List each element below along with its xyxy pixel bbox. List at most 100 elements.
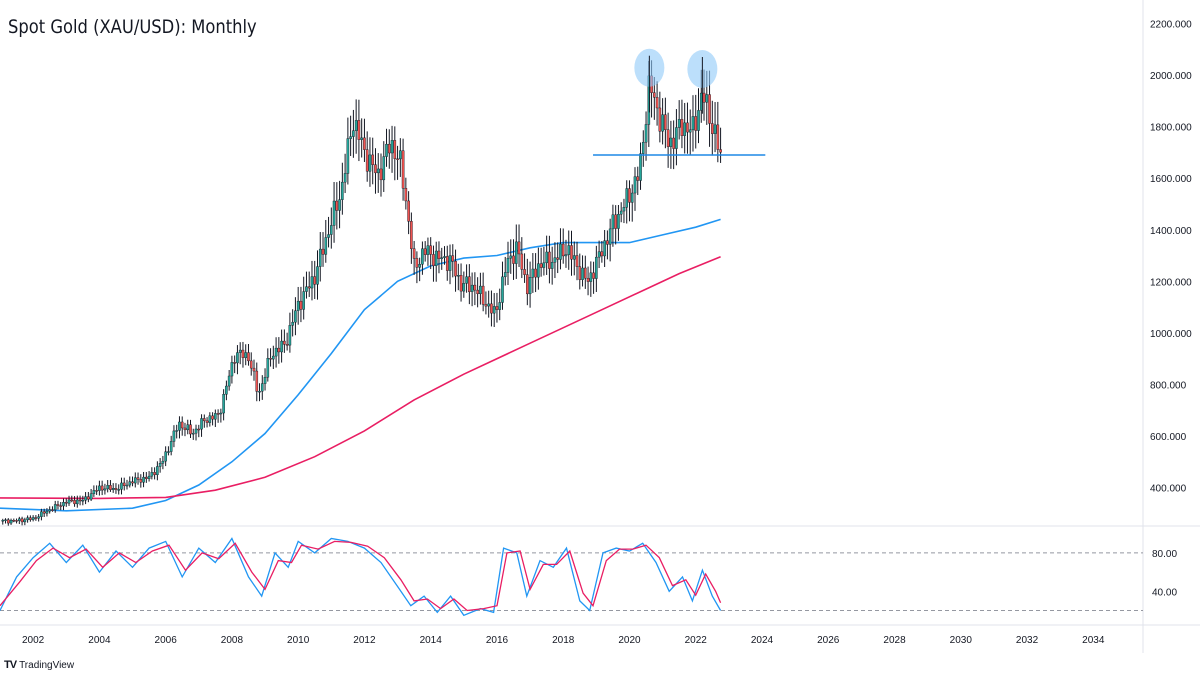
candle-body	[528, 277, 532, 295]
candle-body	[241, 349, 245, 358]
candle-body	[313, 276, 317, 285]
candle-body	[396, 158, 399, 160]
candle-body	[136, 477, 140, 480]
candle-body	[514, 241, 518, 264]
candle-body	[506, 257, 510, 273]
candle-body	[595, 256, 598, 279]
candle-body	[655, 97, 659, 109]
candle-body	[156, 466, 159, 475]
candle-body	[133, 477, 137, 484]
candle-body	[570, 245, 573, 260]
candle-body	[374, 164, 377, 174]
fast-moving-average-line	[0, 218, 721, 512]
candle-body	[98, 485, 101, 491]
candle-body	[244, 352, 248, 358]
candle-body	[227, 375, 231, 387]
candle-body	[531, 268, 535, 278]
candle-body	[117, 489, 121, 491]
candle-body	[272, 355, 275, 360]
time-tick-label: 2014	[420, 635, 443, 646]
candle-body	[299, 300, 303, 310]
price-axis[interactable]: 400.000 600.000 800.000 1000.000 1200.000 140…	[1150, 19, 1192, 598]
candle-body	[368, 154, 372, 172]
candle-body	[393, 140, 397, 159]
price-tick-label: 1000.000	[1150, 329, 1192, 340]
candle-body	[214, 413, 217, 420]
candle-body	[619, 210, 623, 215]
candle-body	[498, 302, 502, 310]
tradingview-brand[interactable]: TV TradingView	[4, 659, 74, 671]
candle-body	[495, 306, 499, 310]
candle-body	[247, 352, 250, 362]
candle-body	[23, 519, 27, 523]
candle-body	[537, 263, 540, 278]
candle-body	[335, 200, 339, 211]
candle-body	[205, 420, 209, 423]
candle-body	[492, 306, 496, 314]
candle-body	[89, 493, 93, 500]
candle-body	[81, 499, 85, 502]
time-tick-label: 2026	[817, 635, 840, 646]
candle-body	[550, 262, 554, 269]
candle-body	[189, 424, 192, 435]
candle-body	[142, 476, 145, 483]
candle-body	[600, 251, 604, 257]
candle-body	[100, 485, 104, 491]
price-tick-label: 1400.000	[1150, 226, 1192, 237]
candle-body	[40, 511, 43, 517]
time-tick-label: 2016	[486, 635, 509, 646]
candle-body	[548, 251, 551, 269]
candle-body	[683, 122, 686, 136]
candle-body	[385, 143, 388, 157]
stochastic-oscillator	[0, 537, 1143, 617]
candle-body	[169, 441, 173, 452]
candle-body	[503, 272, 507, 278]
time-axis[interactable]: 2002 2004 2006 2008 2010 2012 2014 2016 2018 2020…	[22, 635, 1105, 646]
candle-body	[31, 517, 35, 520]
time-tick-label: 2012	[353, 635, 376, 646]
candle-body	[534, 268, 537, 278]
candle-body	[553, 257, 557, 263]
candle-body	[321, 248, 325, 255]
candle-body	[106, 485, 109, 490]
candle-body	[501, 276, 504, 303]
candle-body	[302, 291, 305, 310]
candle-body	[666, 129, 670, 147]
candle-body	[4, 519, 7, 521]
candle-body	[423, 248, 427, 255]
candle-body	[125, 484, 129, 487]
candle-body	[675, 127, 678, 149]
price-tick-label: 1600.000	[1150, 174, 1192, 185]
candle-body	[274, 347, 278, 357]
price-tick-label: 2000.000	[1150, 71, 1192, 82]
candle-body	[401, 150, 405, 189]
candle-body	[360, 137, 363, 140]
candle-body	[180, 421, 184, 429]
candle-body	[87, 496, 90, 500]
candle-body	[484, 304, 488, 307]
candle-body	[18, 518, 21, 521]
time-tick-label: 2020	[618, 635, 641, 646]
candle-body	[509, 255, 513, 259]
pane-borders	[0, 0, 1200, 653]
price-tick-label: 800.000	[1150, 380, 1187, 391]
candle-body	[399, 150, 402, 160]
candle-body	[653, 92, 656, 98]
time-tick-label: 2028	[883, 635, 906, 646]
candle-body	[114, 488, 118, 490]
candle-body	[357, 120, 361, 140]
time-tick-label: 2022	[685, 635, 708, 646]
candle-body	[410, 221, 413, 249]
candle-body	[545, 251, 548, 264]
candle-body	[216, 413, 220, 415]
time-tick-label: 2010	[287, 635, 310, 646]
candle-body	[277, 347, 281, 353]
candle-body	[349, 136, 352, 139]
candle-body	[669, 137, 673, 147]
candle-body	[222, 394, 225, 414]
candle-body	[371, 154, 375, 165]
candle-body	[581, 267, 584, 280]
candle-body	[448, 255, 452, 271]
candle-body	[15, 520, 18, 522]
